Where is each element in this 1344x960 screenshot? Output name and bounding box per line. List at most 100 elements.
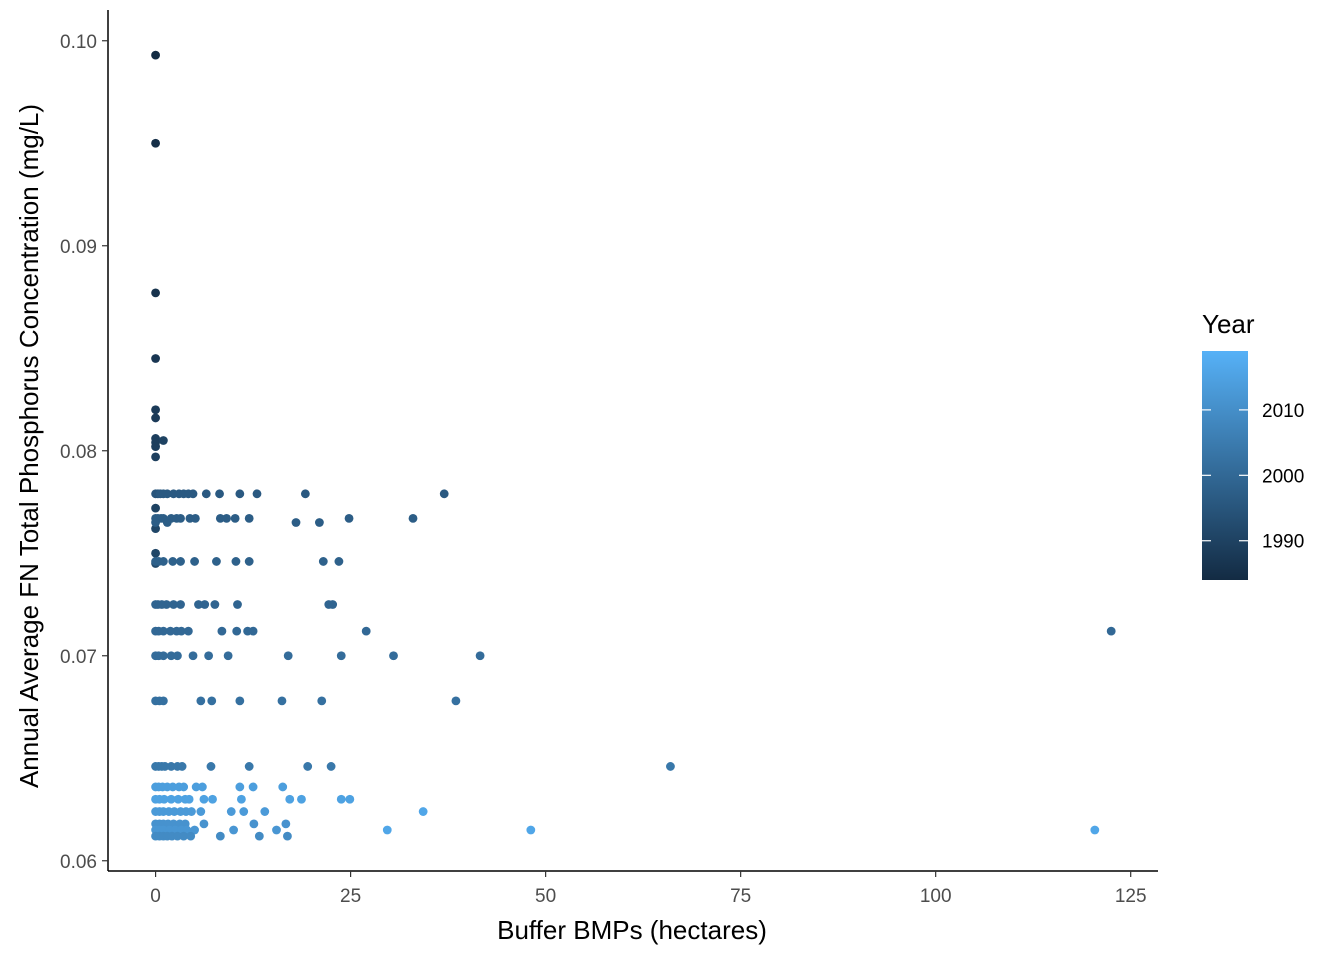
data-point: [176, 514, 185, 523]
data-point: [318, 557, 328, 566]
data-point: [1106, 626, 1116, 636]
data-point: [1090, 825, 1100, 835]
data-point: [158, 557, 168, 566]
data-point: [210, 600, 220, 609]
data-point: [303, 762, 313, 771]
data-point: [191, 782, 201, 792]
data-point: [176, 557, 185, 566]
data-point: [215, 831, 225, 841]
data-point: [408, 514, 418, 523]
data-point: [186, 831, 196, 841]
data-point: [291, 518, 301, 527]
data-point: [159, 794, 169, 804]
data-point: [300, 489, 310, 499]
data-point: [177, 762, 187, 771]
data-point: [176, 600, 185, 609]
data-point: [183, 626, 193, 636]
data-point: [173, 651, 182, 661]
data-point: [281, 819, 291, 829]
data-point: [151, 442, 160, 452]
data-point: [197, 782, 207, 792]
data-point: [235, 489, 245, 499]
x-tick-label: 100: [920, 886, 952, 907]
data-point: [200, 600, 210, 609]
data-point: [326, 762, 336, 771]
data-point: [382, 825, 392, 835]
data-point: [283, 651, 293, 661]
data-point: [272, 825, 281, 835]
data-point: [283, 831, 292, 841]
data-point: [232, 626, 242, 636]
data-point: [439, 489, 449, 499]
data-point: [666, 762, 675, 771]
data-point: [160, 762, 170, 771]
data-point: [235, 696, 245, 706]
data-point: [336, 794, 346, 804]
color-legend: Year 1990 2000 2010: [1202, 309, 1304, 580]
data-point: [196, 807, 206, 816]
data-point: [328, 600, 338, 609]
data-point: [361, 626, 371, 636]
data-point: [244, 557, 254, 566]
data-point: [199, 819, 209, 829]
data-point: [158, 626, 168, 636]
data-point: [212, 557, 221, 566]
data-point: [206, 762, 216, 771]
data-point: [526, 825, 536, 835]
data-point: [334, 557, 344, 566]
data-point: [151, 138, 160, 148]
legend-break-label: 1990: [1262, 532, 1304, 553]
data-point: [162, 600, 171, 609]
data-point: [184, 794, 194, 804]
data-point: [208, 794, 217, 804]
data-point: [173, 831, 182, 841]
data-point: [169, 807, 179, 816]
y-axis-ticks: 0.06 0.07 0.08 0.09 0.10: [60, 32, 108, 873]
data-point: [190, 514, 200, 523]
data-point: [151, 354, 160, 363]
data-point: [158, 696, 168, 706]
data-point: [158, 651, 168, 661]
data-point: [169, 600, 178, 609]
data-point: [151, 50, 160, 60]
data-point: [231, 557, 241, 566]
data-point: [204, 651, 214, 661]
data-point: [162, 489, 172, 499]
data-point: [173, 794, 183, 804]
data-point: [235, 782, 245, 792]
data-point: [168, 557, 178, 566]
data-point: [418, 807, 428, 816]
data-point: [239, 807, 249, 816]
data-point: [151, 288, 160, 298]
x-tick-label: 25: [340, 886, 361, 907]
data-point: [345, 794, 355, 804]
data-point: [277, 696, 287, 706]
data-points: [151, 50, 1116, 841]
data-point: [254, 831, 264, 841]
data-point: [244, 514, 254, 523]
data-point: [196, 696, 206, 706]
data-point: [187, 807, 196, 816]
data-point: [162, 518, 172, 527]
y-tick-label: 0.10: [60, 32, 97, 53]
data-point: [248, 626, 258, 636]
data-point: [475, 651, 485, 661]
data-point: [166, 762, 176, 771]
data-point: [215, 514, 225, 523]
data-point: [336, 651, 346, 661]
legend-break-label: 2010: [1262, 401, 1304, 422]
data-point: [285, 794, 295, 804]
data-point: [215, 489, 224, 499]
data-point: [344, 514, 354, 523]
data-point: [194, 600, 203, 609]
data-point: [151, 503, 160, 513]
data-point: [389, 651, 398, 661]
data-point: [151, 548, 160, 558]
x-tick-label: 75: [730, 886, 751, 907]
data-point: [222, 514, 231, 523]
data-point: [158, 436, 168, 445]
data-point: [151, 524, 160, 534]
x-axis-title: Buffer BMPs (hectares): [497, 915, 767, 945]
data-point: [166, 794, 176, 804]
